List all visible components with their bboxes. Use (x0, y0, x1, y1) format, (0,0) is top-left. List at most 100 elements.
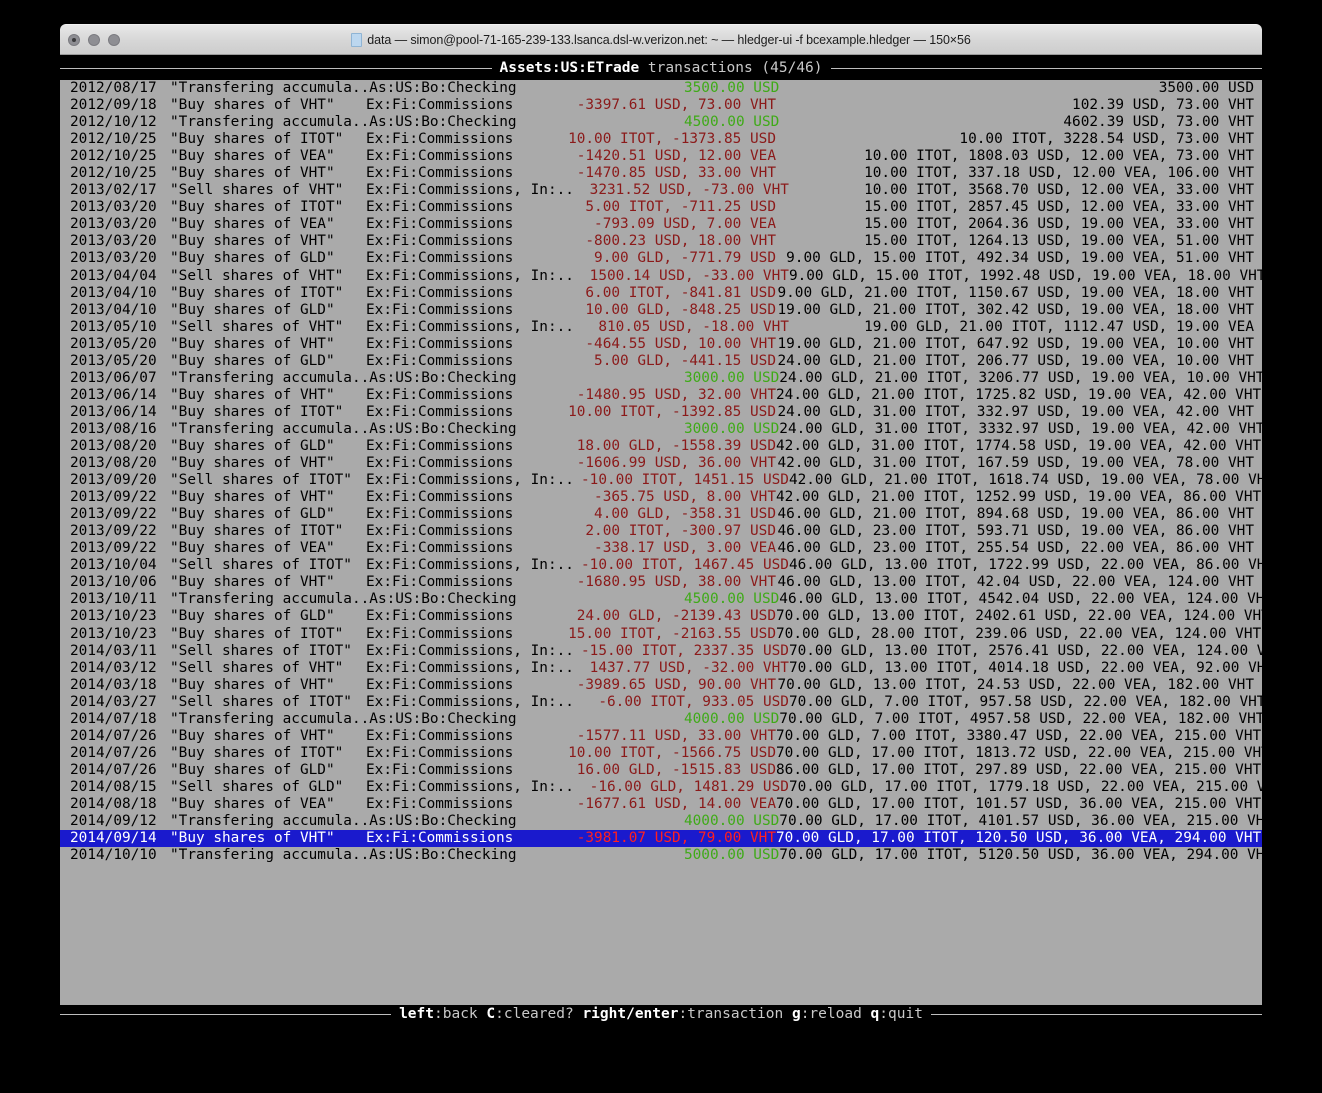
table-row[interactable]: 2013/04/10 "Buy shares of GLD" Ex:Fi:Commi… (60, 302, 1262, 319)
table-row[interactable]: 2014/07/18 "Transfering accumula.. As:US:B… (60, 711, 1262, 728)
cell-account: As:US:Bo:Checking (369, 847, 517, 864)
zoom-button[interactable] (108, 33, 120, 46)
cell-account: Ex:Fi:Commissions (366, 744, 514, 761)
close-button[interactable] (68, 33, 80, 46)
cell-balance: 70.00 GLD, 13.00 ITOT, 2576.41 USD, 22.0… (788, 642, 1262, 659)
cell-description: "Buy shares of GLD" (170, 250, 335, 267)
table-row[interactable]: 2014/08/18 "Buy shares of VEA" Ex:Fi:Commi… (60, 796, 1262, 813)
cell-balance: 70.00 GLD, 17.00 ITOT, 4101.57 USD, 36.0… (779, 813, 1262, 830)
cell-amount: 10.00 ITOT, -1566.75 USD (568, 744, 776, 761)
table-row[interactable]: 2014/03/27 "Sell shares of ITOT" Ex:Fi:Com… (60, 694, 1262, 711)
table-row[interactable]: 2013/05/20 "Buy shares of GLD" Ex:Fi:Commi… (60, 353, 1262, 370)
table-row[interactable]: 2014/07/26 "Buy shares of ITOT" Ex:Fi:Comm… (60, 745, 1262, 762)
cell-date: 2014/08/18 (70, 795, 157, 812)
transactions-list[interactable]: 2012/08/17 "Transfering accumula.. As:US:B… (60, 80, 1262, 1005)
cell-date: 2014/10/10 (70, 847, 157, 864)
cell-description: "Buy shares of ITOT" (170, 199, 344, 216)
cell-amount: 16.00 GLD, -1515.83 USD (576, 761, 776, 778)
cell-amount: 1437.77 USD, -32.00 VHT (589, 659, 789, 676)
table-row[interactable]: 2012/10/25 "Buy shares of ITOT" Ex:Fi:Comm… (60, 131, 1262, 148)
cell-account: As:US:Bo:Checking (369, 710, 517, 727)
table-row[interactable]: 2013/03/20 "Buy shares of ITOT" Ex:Fi:Comm… (60, 199, 1262, 216)
table-row[interactable]: 2013/09/22 "Buy shares of VHT" Ex:Fi:Commi… (60, 489, 1262, 506)
cell-date: 2013/10/23 (70, 625, 157, 642)
table-row[interactable]: 2013/10/23 "Buy shares of ITOT" Ex:Fi:Comm… (60, 626, 1262, 643)
header-rest: transactions (45/46) (639, 60, 823, 76)
header-rule-right (830, 68, 1262, 69)
cell-description: "Buy shares of GLD" (170, 506, 335, 523)
cell-amount: -15.00 ITOT, 2337.35 USD (581, 642, 789, 659)
table-row[interactable]: 2013/09/22 "Buy shares of VEA" Ex:Fi:Commi… (60, 540, 1262, 557)
cell-balance: 46.00 GLD, 13.00 ITOT, 42.04 USD, 22.00 … (777, 574, 1254, 591)
table-row[interactable]: 2013/09/22 "Buy shares of ITOT" Ex:Fi:Comm… (60, 523, 1262, 540)
cell-description: "Buy shares of VEA" (170, 216, 335, 233)
table-row[interactable]: 2013/03/20 "Buy shares of VEA" Ex:Fi:Commi… (60, 216, 1262, 233)
table-row[interactable]: 2014/03/11 "Sell shares of ITOT" Ex:Fi:Com… (60, 643, 1262, 660)
cell-account: As:US:Bo:Checking (369, 369, 517, 386)
table-row[interactable]: 2014/10/10 "Transfering accumula.. As:US:B… (60, 847, 1262, 864)
cell-description: "Buy shares of VHT" (170, 830, 335, 847)
table-row[interactable]: 2014/07/26 "Buy shares of VHT" Ex:Fi:Commi… (60, 728, 1262, 745)
cell-balance: 46.00 GLD, 13.00 ITOT, 4542.04 USD, 22.0… (779, 591, 1262, 608)
cell-amount: -793.09 USD, 7.00 VEA (594, 216, 776, 233)
table-row[interactable]: 2013/06/14 "Buy shares of ITOT" Ex:Fi:Comm… (60, 404, 1262, 421)
table-row[interactable]: 2014/03/18 "Buy shares of VHT" Ex:Fi:Commi… (60, 677, 1262, 694)
minimize-button[interactable] (88, 33, 100, 46)
cell-description: "Buy shares of VHT" (170, 386, 335, 403)
status-rule-right (930, 1014, 1262, 1015)
table-row[interactable]: 2014/03/12 "Sell shares of VHT" Ex:Fi:Comm… (60, 660, 1262, 677)
table-row[interactable]: 2013/03/20 "Buy shares of VHT" Ex:Fi:Commi… (60, 233, 1262, 250)
cell-balance: 42.00 GLD, 31.00 ITOT, 167.59 USD, 19.00… (777, 455, 1254, 472)
table-row[interactable]: 2013/10/06 "Buy shares of VHT" Ex:Fi:Commi… (60, 574, 1262, 591)
table-row[interactable]: 2013/08/20 "Buy shares of VHT" Ex:Fi:Commi… (60, 455, 1262, 472)
cell-description: "Buy shares of VHT" (170, 233, 335, 250)
header-rule-left (60, 68, 492, 69)
terminal-screen[interactable]: Assets:US:ETrade transactions (45/46) 20… (60, 55, 1262, 1026)
cell-date: 2013/10/04 (70, 557, 157, 574)
table-row[interactable]: 2013/05/20 "Buy shares of VHT" Ex:Fi:Commi… (60, 336, 1262, 353)
cell-description: "Buy shares of VHT" (170, 455, 335, 472)
table-row[interactable]: 2013/05/10 "Sell shares of VHT" Ex:Fi:Comm… (60, 319, 1262, 336)
table-row[interactable]: 2013/04/10 "Buy shares of ITOT" Ex:Fi:Comm… (60, 285, 1262, 302)
cell-account: Ex:Fi:Commissions (366, 506, 514, 523)
cell-amount: 24.00 GLD, -2139.43 USD (576, 608, 776, 625)
cell-balance: 70.00 GLD, 7.00 ITOT, 3380.47 USD, 22.00… (776, 727, 1262, 744)
table-row[interactable]: 2012/09/18 "Buy shares of VHT" Ex:Fi:Commi… (60, 97, 1262, 114)
cell-date: 2013/03/20 (70, 250, 157, 267)
cell-account: Ex:Fi:Commissions, In:.. (366, 693, 574, 710)
cell-account: Ex:Fi:Commissions (366, 403, 514, 420)
table-row[interactable]: 2013/08/20 "Buy shares of GLD" Ex:Fi:Commi… (60, 438, 1262, 455)
table-row[interactable]: 2012/08/17 "Transfering accumula.. As:US:B… (60, 80, 1262, 97)
table-row[interactable]: 2014/07/26 "Buy shares of GLD" Ex:Fi:Commi… (60, 762, 1262, 779)
table-row[interactable]: 2013/09/20 "Sell shares of ITOT" Ex:Fi:Com… (60, 472, 1262, 489)
cell-date: 2013/06/14 (70, 403, 157, 420)
table-row[interactable]: 2013/03/20 "Buy shares of GLD" Ex:Fi:Commi… (60, 250, 1262, 267)
table-row[interactable]: 2013/06/14 "Buy shares of VHT" Ex:Fi:Commi… (60, 387, 1262, 404)
cell-date: 2012/10/25 (70, 165, 157, 182)
table-row[interactable]: 2014/09/12 "Transfering accumula.. As:US:B… (60, 813, 1262, 830)
window-titlebar[interactable]: data — simon@pool-71-165-239-133.lsanca.… (60, 24, 1262, 55)
table-row[interactable]: 2013/10/23 "Buy shares of GLD" Ex:Fi:Commi… (60, 608, 1262, 625)
cell-account: Ex:Fi:Commissions (366, 574, 514, 591)
cell-amount: 3231.52 USD, -73.00 VHT (589, 182, 789, 199)
cell-balance: 42.00 GLD, 21.00 ITOT, 1618.74 USD, 19.0… (788, 472, 1262, 489)
table-row-selected[interactable]: 2014/09/14 "Buy shares of VHT" Ex:Fi:Commi… (60, 830, 1262, 848)
cell-balance: 9.00 GLD, 15.00 ITOT, 1992.48 USD, 19.00… (788, 267, 1262, 284)
table-row[interactable]: 2013/08/16 "Transfering accumula.. As:US:B… (60, 421, 1262, 438)
cell-balance: 24.00 GLD, 31.00 ITOT, 332.97 USD, 19.00… (777, 403, 1254, 420)
cell-account: Ex:Fi:Commissions (366, 352, 514, 369)
table-row[interactable]: 2013/10/04 "Sell shares of ITOT" Ex:Fi:Com… (60, 557, 1262, 574)
cell-date: 2013/04/04 (70, 267, 157, 284)
status-rule-left (60, 1014, 392, 1015)
table-row[interactable]: 2013/02/17 "Sell shares of VHT" Ex:Fi:Comm… (60, 182, 1262, 199)
table-row[interactable]: 2014/08/15 "Sell shares of GLD" Ex:Fi:Comm… (60, 779, 1262, 796)
cell-amount: 4000.00 USD (683, 710, 780, 727)
table-row[interactable]: 2013/10/11 "Transfering accumula.. As:US:B… (60, 591, 1262, 608)
table-row[interactable]: 2012/10/25 "Buy shares of VHT" Ex:Fi:Commi… (60, 165, 1262, 182)
table-row[interactable]: 2013/04/04 "Sell shares of VHT" Ex:Fi:Comm… (60, 268, 1262, 285)
table-row[interactable]: 2012/10/12 "Transfering accumula.. As:US:B… (60, 114, 1262, 131)
table-row[interactable]: 2012/10/25 "Buy shares of VEA" Ex:Fi:Commi… (60, 148, 1262, 165)
table-row[interactable]: 2013/06/07 "Transfering accumula.. As:US:B… (60, 370, 1262, 387)
table-row[interactable]: 2013/09/22 "Buy shares of GLD" Ex:Fi:Commi… (60, 506, 1262, 523)
cell-account: Ex:Fi:Commissions (366, 233, 514, 250)
